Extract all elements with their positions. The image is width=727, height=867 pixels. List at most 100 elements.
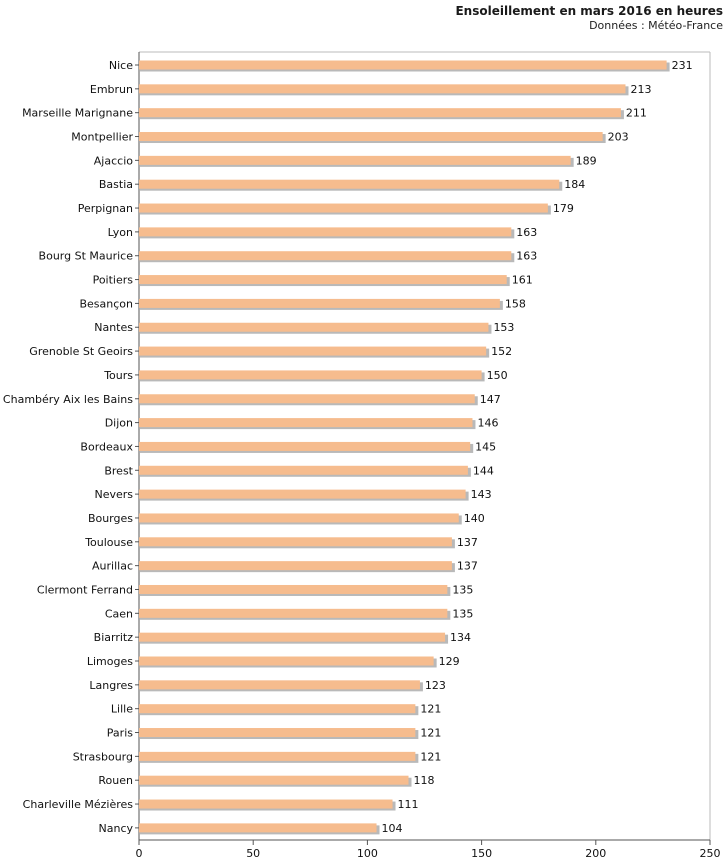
category-label: Grenoble St Geoirs xyxy=(29,345,133,358)
category-label: Ajaccio xyxy=(94,154,133,167)
bar xyxy=(139,251,512,261)
category-label: Charleville Mézières xyxy=(23,798,134,811)
bar xyxy=(139,346,487,356)
bar xyxy=(139,608,448,618)
bar xyxy=(139,227,512,237)
category-label: Poitiers xyxy=(93,274,134,287)
bar xyxy=(139,132,603,142)
bar xyxy=(139,322,489,332)
value-label: 153 xyxy=(493,321,514,334)
bar xyxy=(139,275,507,285)
value-label: 213 xyxy=(630,83,651,96)
x-tick-label: 50 xyxy=(246,847,260,860)
value-label: 147 xyxy=(480,393,501,406)
value-label: 179 xyxy=(553,202,574,215)
bar xyxy=(139,179,560,189)
value-label: 152 xyxy=(491,345,512,358)
category-label: Nevers xyxy=(94,488,133,501)
chart-subtitle: Données : Météo-France xyxy=(589,19,723,32)
x-tick-label: 100 xyxy=(357,847,378,860)
value-label: 146 xyxy=(477,417,498,430)
value-label: 203 xyxy=(608,131,629,144)
bar xyxy=(139,823,377,833)
category-label: Aurillac xyxy=(92,560,133,573)
category-label: Rouen xyxy=(98,774,133,787)
bar xyxy=(139,84,626,94)
bar xyxy=(139,775,409,785)
value-label: 118 xyxy=(414,774,435,787)
x-tick-label: 200 xyxy=(585,847,606,860)
bar xyxy=(139,537,452,547)
category-label: Biarritz xyxy=(94,631,134,644)
value-label: 163 xyxy=(516,250,537,263)
bar xyxy=(139,155,571,165)
bar xyxy=(139,394,475,404)
bar xyxy=(139,418,473,428)
value-label: 137 xyxy=(457,536,478,549)
category-label: Brest xyxy=(104,464,133,477)
value-label: 184 xyxy=(564,178,585,191)
value-label: 144 xyxy=(473,464,494,477)
value-label: 143 xyxy=(471,488,492,501)
value-label: 135 xyxy=(452,583,473,596)
category-label: Limoges xyxy=(87,655,133,668)
category-label: Toulouse xyxy=(84,536,133,549)
category-label: Langres xyxy=(89,679,133,692)
category-label: Bordeaux xyxy=(80,440,133,453)
bar xyxy=(139,465,468,475)
value-label: 150 xyxy=(487,369,508,382)
value-label: 140 xyxy=(464,512,485,525)
bar xyxy=(139,728,416,738)
category-label: Lille xyxy=(111,703,133,716)
value-label: 129 xyxy=(439,655,460,668)
value-label: 121 xyxy=(420,703,441,716)
category-label: Clermont Ferrand xyxy=(37,583,133,596)
bar xyxy=(139,370,482,380)
category-label: Bourges xyxy=(88,512,133,525)
category-label: Dijon xyxy=(105,417,133,430)
bar xyxy=(139,680,420,690)
category-label: Caen xyxy=(105,607,133,620)
category-label: Nancy xyxy=(99,822,134,835)
category-label: Perpignan xyxy=(78,202,133,215)
bar xyxy=(139,441,471,451)
category-label: Bastia xyxy=(99,178,133,191)
value-label: 121 xyxy=(420,727,441,740)
value-label: 121 xyxy=(420,750,441,763)
category-label: Chambéry Aix les Bains xyxy=(3,393,133,406)
bar xyxy=(139,108,621,118)
value-label: 104 xyxy=(382,822,403,835)
category-label: Tours xyxy=(103,369,133,382)
bar xyxy=(139,561,452,571)
value-label: 111 xyxy=(398,798,419,811)
value-label: 161 xyxy=(512,274,533,287)
value-label: 134 xyxy=(450,631,471,644)
value-label: 231 xyxy=(672,59,693,72)
value-label: 135 xyxy=(452,607,473,620)
category-label: Paris xyxy=(107,727,133,740)
x-tick-label: 250 xyxy=(700,847,721,860)
category-label: Nantes xyxy=(94,321,133,334)
bar xyxy=(139,751,416,761)
value-label: 137 xyxy=(457,560,478,573)
bar xyxy=(139,203,548,213)
value-label: 158 xyxy=(505,297,526,310)
value-label: 145 xyxy=(475,440,496,453)
value-label: 189 xyxy=(576,154,597,167)
bar xyxy=(139,704,416,714)
category-label: Besançon xyxy=(79,297,133,310)
bar xyxy=(139,584,448,594)
category-label: Lyon xyxy=(108,226,133,239)
bar xyxy=(139,656,434,666)
category-label: Montpellier xyxy=(71,131,133,144)
bar xyxy=(139,298,500,308)
category-label: Strasbourg xyxy=(73,750,133,763)
bar xyxy=(139,632,446,642)
chart-title: Ensoleillement en mars 2016 en heures xyxy=(455,4,723,18)
value-label: 123 xyxy=(425,679,446,692)
category-label: Nice xyxy=(109,59,133,72)
bar xyxy=(139,799,393,809)
value-label: 163 xyxy=(516,226,537,239)
bar xyxy=(139,489,466,499)
